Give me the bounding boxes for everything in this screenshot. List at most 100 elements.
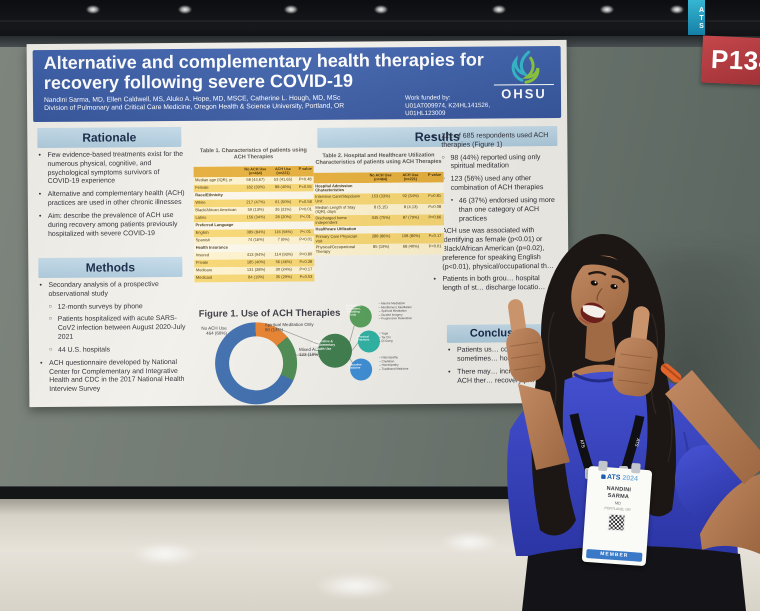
thumbs-up-right-hand: [612, 306, 658, 397]
bullet-item: Few evidence-based treatments exist for …: [37, 151, 184, 187]
row-pvalue: [297, 244, 314, 252]
funding-ids: U01AT009974, K24HL141526, U01HL123009: [405, 101, 491, 117]
row-pvalue: P=0.48: [298, 176, 312, 182]
bullet-item: ACH questionnaire developed by National …: [39, 359, 186, 395]
presenter: ATS ATS: [506, 234, 760, 611]
methods-heading: Methods: [38, 256, 183, 279]
spotlight: [372, 4, 390, 15]
bullet-item: Alternative and complementary health (AC…: [38, 190, 185, 209]
row-pvalue: P=0.81: [428, 193, 442, 199]
spotlight: [84, 4, 102, 15]
row-pvalue: P=0.08: [428, 204, 442, 209]
row-label: Medicaid: [195, 274, 212, 280]
table1-title: Table 1. Characteristics of patients usi…: [199, 146, 307, 160]
table1-header-cell: No ACH Use (n=464): [244, 166, 267, 176]
table1-header-cell: [194, 166, 242, 177]
research-poster: Alternative and complementary health the…: [26, 39, 570, 408]
row-value: 84 (19%): [248, 274, 265, 280]
table2-body: Hospital Admission Characteristics Inten…: [313, 182, 445, 256]
ohsu-logo-text: OHSU: [493, 83, 555, 102]
donut-label-no-ach: No ACH Use 464 (68%): [201, 325, 227, 336]
eyebrow: [611, 275, 626, 284]
table2-header-cell: P value: [427, 172, 442, 177]
nose: [596, 288, 603, 301]
row-label: Physical/Occupational Therapy: [315, 244, 356, 254]
conference-badge: ATS 2024 NANDINI SARMA MD PORTLAND, OR ME…: [581, 460, 653, 567]
spotlight: [598, 4, 616, 15]
figure1-connector-lines: [272, 323, 360, 367]
badge-qr-code: [607, 513, 626, 532]
practice-item: Qi Gong: [379, 339, 427, 343]
ach-bubble-meditation: Meditation, Relaxation, Breathing only: [346, 304, 372, 328]
row-label: Median Length of Stay (IQR), days: [315, 204, 356, 215]
row-pvalue: P=0.17: [299, 266, 313, 272]
row-pvalue: P<0.01: [299, 206, 312, 212]
row-value: 153 (33%): [371, 193, 390, 199]
spotlight: [668, 4, 686, 15]
bullet-item: 221 of 685 respondents used ACH therapie…: [431, 132, 556, 151]
floor-reflection: [300, 569, 410, 603]
location-sign: P134: [701, 35, 760, 86]
table2-title: Table 2. Hospital and Healthcare Utiliza…: [315, 151, 442, 166]
bullet-item: 46 (37%) endorsed using more than one ca…: [432, 197, 557, 224]
forearm: [518, 384, 570, 470]
row-value: [396, 182, 426, 193]
row-value: 87 (79%): [402, 215, 419, 220]
row-pvalue: [297, 191, 314, 199]
neck: [585, 322, 616, 362]
ceiling-truss: [0, 20, 760, 22]
row-value: 35 (29%): [275, 274, 292, 279]
poster-affiliation: Division of Pulmonary and Critical Care …: [44, 101, 345, 112]
row-pvalue: [426, 225, 444, 233]
row-pvalue: [297, 221, 314, 229]
methods-bullets: Secondary analysis of a prospective obse…: [38, 281, 186, 399]
row-value: 345 (75%): [371, 215, 391, 221]
row-pvalue: P=0.66: [428, 215, 442, 220]
lanyard-text: ATS: [634, 438, 641, 447]
rationale-heading: Rationale: [37, 126, 182, 149]
row-label: Intensive Care/Stepdown Unit: [315, 194, 361, 204]
row-value: 288 (86%): [371, 233, 391, 239]
practice-item: Traditional Medicine: [379, 367, 427, 371]
table2-header-cell: [314, 172, 366, 183]
bullet-item: Secondary analysis of a prospective obse…: [38, 281, 185, 300]
table2-header-cell: ACH Use (n=221): [402, 172, 419, 182]
row-pvalue: P<0.01: [428, 244, 442, 249]
bullet-item: Patients hospitalized with acute SARS-Co…: [39, 315, 186, 343]
row-label: Primary Care Physician visit: [315, 233, 358, 244]
orange-bracelet: [660, 363, 682, 383]
poster-authors-block: Nandini Sarma, MD, Ellen Caldwell, MS, A…: [44, 93, 414, 122]
poster-header: Alternative and complementary health the…: [32, 45, 562, 123]
row-pvalue: P=0.58: [298, 199, 312, 204]
row-pvalue: P=0.17: [428, 233, 442, 238]
table1-header-cell: ACH Use (n=221): [274, 166, 292, 176]
row-pvalue: P=0.55: [298, 184, 312, 189]
bullet-item: 44 U.S. hospitals: [39, 346, 186, 356]
spotlight: [490, 4, 508, 15]
row-value: [366, 182, 396, 193]
forearm: [665, 370, 760, 484]
table1-body: Median age (IQR), yr 58 (44,67) 53 (41,6…: [193, 176, 315, 283]
ohsu-logo: OHSU: [493, 50, 555, 114]
bullet-item: Aim: describe the prevalence of ACH use …: [38, 212, 185, 240]
physical-practices-list: YogaTai ChiQi Gong: [379, 332, 427, 355]
bullet-item: 12-month surveys by phone: [39, 303, 186, 313]
table-row: Medicaid 84 (19%) 35 (29%) P=0.53: [194, 273, 315, 283]
table2-header-cell: No ACH Use (n=464): [369, 172, 392, 182]
ohsu-flame-icon: [511, 50, 540, 84]
ach-bubble-alt-medicine: Alternative Medicine: [347, 358, 373, 381]
ats-logo-icon: [601, 474, 607, 480]
row-pvalue: P=0.28: [299, 259, 313, 264]
poster-title: Alternative and complementary health the…: [43, 49, 484, 94]
row-label: Discharged home independent: [315, 215, 347, 225]
upper-arm: [700, 474, 760, 554]
floor-reflection: [430, 529, 510, 555]
hall-banner: ATS: [688, 0, 705, 35]
teeth: [582, 305, 606, 318]
row-pvalue: [425, 182, 443, 193]
row-pvalue: P<.01: [300, 214, 311, 219]
row-pvalue: P=0.53: [299, 274, 313, 279]
floor-reflection: [120, 539, 210, 569]
row-label: Hospital Admission Characteristics: [315, 183, 353, 193]
